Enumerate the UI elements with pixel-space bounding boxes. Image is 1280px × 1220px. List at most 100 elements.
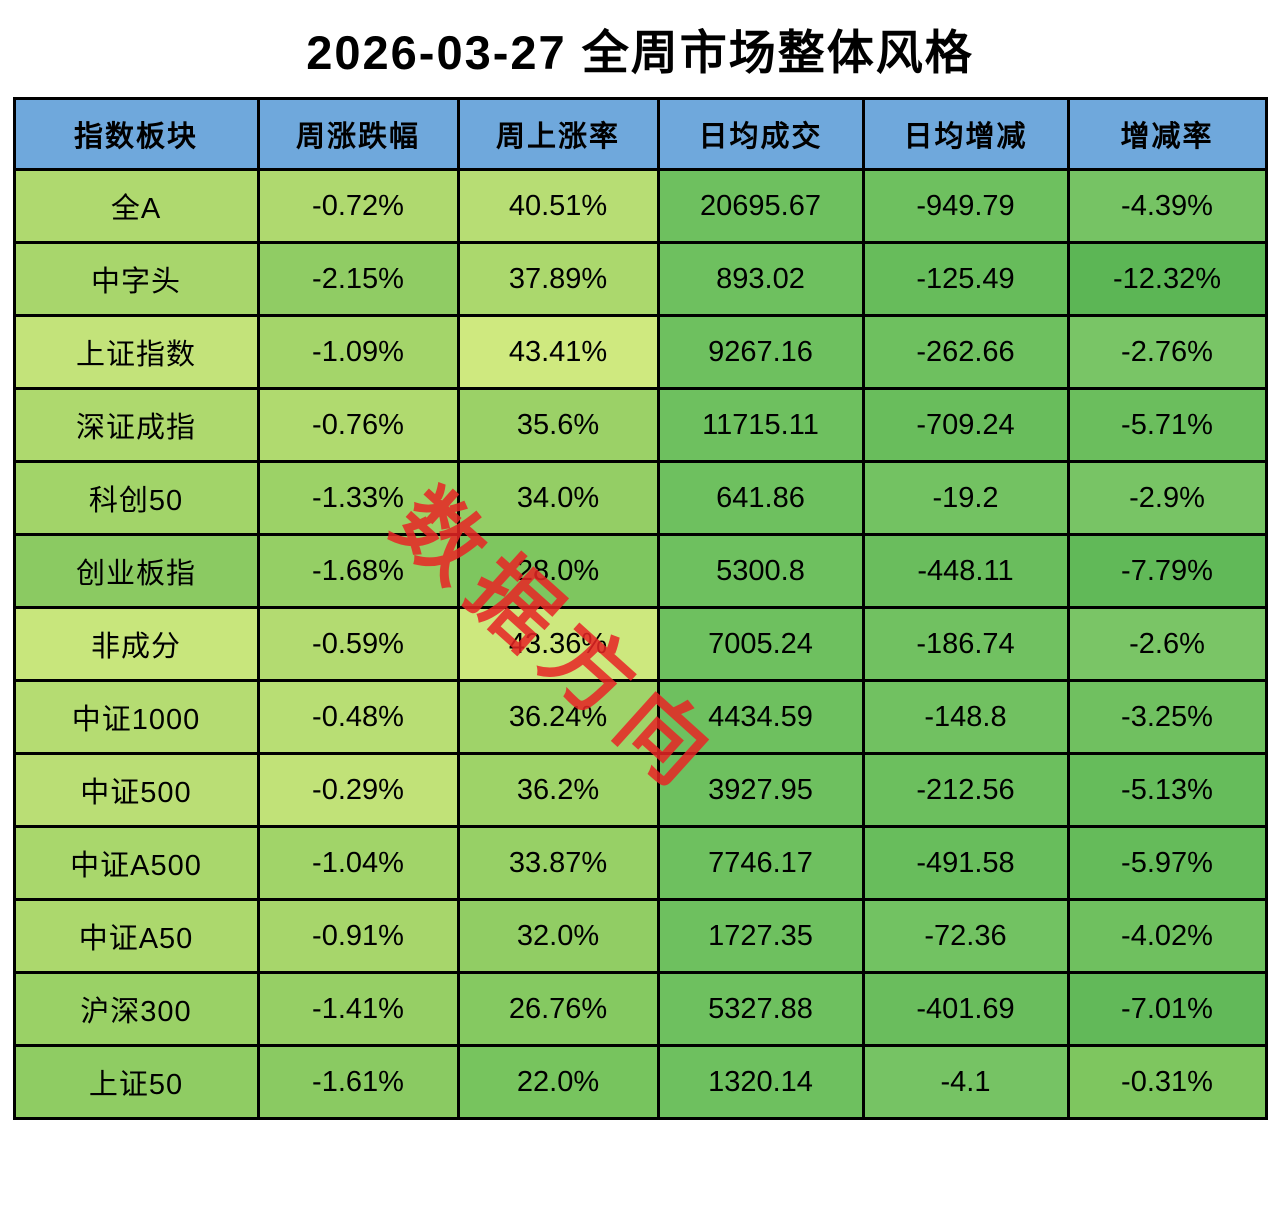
value-cell: 26.76% xyxy=(456,971,660,1047)
value-cell: -0.31% xyxy=(1066,1044,1268,1120)
table-header: 指数板块 周涨跌幅 周上涨率 日均成交 日均增减 增减率 xyxy=(12,97,1268,171)
value-cell: -401.69 xyxy=(861,971,1070,1047)
value-cell: 34.0% xyxy=(456,460,660,536)
value-cell: 20695.67 xyxy=(656,168,865,244)
header-cell-avg-daily-turnover: 日均成交 xyxy=(656,97,865,171)
value-cell: -1.09% xyxy=(256,314,460,390)
value-cell: -1.33% xyxy=(256,460,460,536)
value-cell: -709.24 xyxy=(861,387,1070,463)
value-cell: 7746.17 xyxy=(656,825,865,901)
value-cell: 5327.88 xyxy=(656,971,865,1047)
value-cell: -125.49 xyxy=(861,241,1070,317)
value-cell: 36.24% xyxy=(456,679,660,755)
index-name-cell: 沪深300 xyxy=(12,971,260,1047)
value-cell: -212.56 xyxy=(861,752,1070,828)
value-cell: -72.36 xyxy=(861,898,1070,974)
value-cell: -186.74 xyxy=(861,606,1070,682)
value-cell: 1727.35 xyxy=(656,898,865,974)
header-cell-avg-daily-delta: 日均增减 xyxy=(861,97,1070,171)
header-cell-weekly-change: 周涨跌幅 xyxy=(256,97,460,171)
value-cell: -2.76% xyxy=(1066,314,1268,390)
value-cell: -12.32% xyxy=(1066,241,1268,317)
value-cell: 35.6% xyxy=(456,387,660,463)
value-cell: -4.39% xyxy=(1066,168,1268,244)
table-row: 上证指数 -1.09% 43.41% 9267.16 -262.66 -2.76% xyxy=(12,314,1268,390)
value-cell: -3.25% xyxy=(1066,679,1268,755)
value-cell: -0.29% xyxy=(256,752,460,828)
page-title: 2026-03-27 全周市场整体风格 xyxy=(306,26,974,79)
value-cell: -0.48% xyxy=(256,679,460,755)
value-cell: -5.97% xyxy=(1066,825,1268,901)
value-cell: -2.6% xyxy=(1066,606,1268,682)
value-cell: -4.1 xyxy=(861,1044,1070,1120)
value-cell: -7.01% xyxy=(1066,971,1268,1047)
header-cell-delta-rate: 增减率 xyxy=(1066,97,1268,171)
value-cell: 40.51% xyxy=(456,168,660,244)
value-cell: -1.04% xyxy=(256,825,460,901)
value-cell: -1.41% xyxy=(256,971,460,1047)
value-cell: 11715.11 xyxy=(656,387,865,463)
value-cell: 1320.14 xyxy=(656,1044,865,1120)
value-cell: 7005.24 xyxy=(656,606,865,682)
header-cell-weekly-rise-rate: 周上涨率 xyxy=(456,97,660,171)
value-cell: 37.89% xyxy=(456,241,660,317)
table-row: 中字头 -2.15% 37.89% 893.02 -125.49 -12.32% xyxy=(12,241,1268,317)
index-name-cell: 创业板指 xyxy=(12,533,260,609)
value-cell: 36.2% xyxy=(456,752,660,828)
value-cell: -5.13% xyxy=(1066,752,1268,828)
table-row: 创业板指 -1.68% 28.0% 5300.8 -448.11 -7.79% xyxy=(12,533,1268,609)
table-header-row: 指数板块 周涨跌幅 周上涨率 日均成交 日均增减 增减率 xyxy=(12,97,1268,171)
value-cell: -2.15% xyxy=(256,241,460,317)
index-name-cell: 科创50 xyxy=(12,460,260,536)
header-cell-index-sector: 指数板块 xyxy=(12,97,260,171)
value-cell: 32.0% xyxy=(456,898,660,974)
value-cell: 4434.59 xyxy=(656,679,865,755)
table-row: 沪深300 -1.41% 26.76% 5327.88 -401.69 -7.01% xyxy=(12,971,1268,1047)
value-cell: 33.87% xyxy=(456,825,660,901)
market-style-table: 指数板块 周涨跌幅 周上涨率 日均成交 日均增减 增减率 全A -0.72% 40.… xyxy=(12,97,1268,1120)
index-name-cell: 中字头 xyxy=(12,241,260,317)
value-cell: -0.72% xyxy=(256,168,460,244)
table-row: 全A -0.72% 40.51% 20695.67 -949.79 -4.39% xyxy=(12,168,1268,244)
table-row: 中证1000 -0.48% 36.24% 4434.59 -148.8 -3.25% xyxy=(12,679,1268,755)
value-cell: -448.11 xyxy=(861,533,1070,609)
value-cell: -0.76% xyxy=(256,387,460,463)
value-cell: -5.71% xyxy=(1066,387,1268,463)
value-cell: 28.0% xyxy=(456,533,660,609)
value-cell: -949.79 xyxy=(861,168,1070,244)
value-cell: -1.61% xyxy=(256,1044,460,1120)
table-body: 全A -0.72% 40.51% 20695.67 -949.79 -4.39% 中字头 -2… xyxy=(12,168,1268,1120)
index-name-cell: 中证500 xyxy=(12,752,260,828)
value-cell: -0.91% xyxy=(256,898,460,974)
table-row: 非成分 -0.59% 43.36% 7005.24 -186.74 -2.6% xyxy=(12,606,1268,682)
value-cell: 22.0% xyxy=(456,1044,660,1120)
value-cell: 3927.95 xyxy=(656,752,865,828)
index-name-cell: 全A xyxy=(12,168,260,244)
index-name-cell: 中证A500 xyxy=(12,825,260,901)
value-cell: 641.86 xyxy=(656,460,865,536)
table-row: 科创50 -1.33% 34.0% 641.86 -19.2 -2.9% xyxy=(12,460,1268,536)
table-row: 上证50 -1.61% 22.0% 1320.14 -4.1 -0.31% xyxy=(12,1044,1268,1120)
table-row: 中证A500 -1.04% 33.87% 7746.17 -491.58 -5.97% xyxy=(12,825,1268,901)
index-name-cell: 中证1000 xyxy=(12,679,260,755)
table-row: 中证500 -0.29% 36.2% 3927.95 -212.56 -5.13% xyxy=(12,752,1268,828)
value-cell: -7.79% xyxy=(1066,533,1268,609)
value-cell: -2.9% xyxy=(1066,460,1268,536)
value-cell: -1.68% xyxy=(256,533,460,609)
value-cell: 9267.16 xyxy=(656,314,865,390)
value-cell: -148.8 xyxy=(861,679,1070,755)
index-name-cell: 深证成指 xyxy=(12,387,260,463)
value-cell: 5300.8 xyxy=(656,533,865,609)
index-name-cell: 非成分 xyxy=(12,606,260,682)
value-cell: -262.66 xyxy=(861,314,1070,390)
index-name-cell: 上证50 xyxy=(12,1044,260,1120)
value-cell: 43.36% xyxy=(456,606,660,682)
value-cell: -19.2 xyxy=(861,460,1070,536)
value-cell: 893.02 xyxy=(656,241,865,317)
value-cell: -0.59% xyxy=(256,606,460,682)
table-row: 中证A50 -0.91% 32.0% 1727.35 -72.36 -4.02% xyxy=(12,898,1268,974)
table-row: 深证成指 -0.76% 35.6% 11715.11 -709.24 -5.71% xyxy=(12,387,1268,463)
value-cell: -491.58 xyxy=(861,825,1070,901)
value-cell: -4.02% xyxy=(1066,898,1268,974)
